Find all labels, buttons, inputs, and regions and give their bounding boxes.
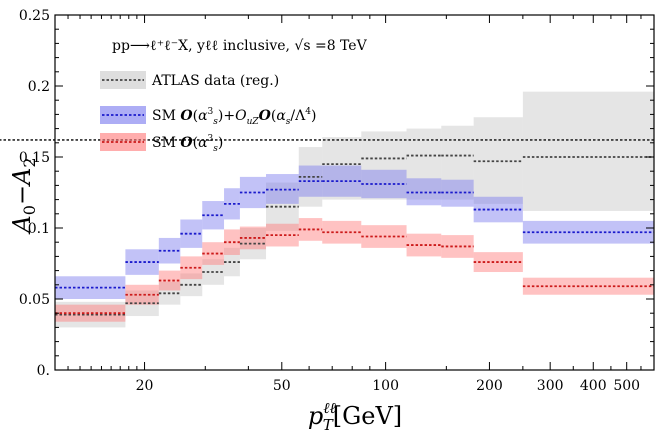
y-tick-label-1: 0.05 <box>19 292 50 308</box>
plot-frame <box>54 14 655 371</box>
legend-swatch-0 <box>100 71 146 89</box>
tick-labels-layer: 0. 0.05 0.1 0.15 0.2 0.25 20 50 100 200 300 400 500 <box>19 8 640 394</box>
band-sm-o-s-o-uz-o-s-0 <box>55 276 126 299</box>
band-sm-o-s-7 <box>266 223 299 247</box>
band-sm-o-s-14 <box>522 277 654 295</box>
legend-label-1: SM O(α3s)+OuZO(αs/Λ4) <box>152 107 316 127</box>
y-axis-title: A0−A2 <box>8 157 39 234</box>
band-atlas-data-reg-12 <box>441 125 474 200</box>
x-tick-label-0: 20 <box>136 378 154 394</box>
band-sm-o-s-1 <box>125 284 159 305</box>
y-tick-label-5: 0.25 <box>19 8 50 24</box>
band-atlas-data-reg-9 <box>322 137 362 200</box>
legend-swatch-1 <box>100 106 146 124</box>
band-sm-o-s-8 <box>298 218 323 241</box>
band-sm-o-s-11 <box>406 233 442 257</box>
band-sm-o-s-6 <box>239 226 267 250</box>
x-tick-label-2: 100 <box>372 378 399 394</box>
band-atlas-data-reg-10 <box>361 131 407 200</box>
bands-layer <box>55 91 654 328</box>
band-atlas-data-reg-14 <box>522 91 654 211</box>
x-axis-title: pℓℓ T[GeV] <box>308 399 402 434</box>
band-atlas-data-reg-5 <box>224 247 240 277</box>
ticks-layer <box>54 14 654 371</box>
x-tick-label-3: 200 <box>476 378 503 394</box>
y-tick-label-2: 0.1 <box>28 221 50 237</box>
band-sm-o-s-5 <box>224 229 240 255</box>
y-tick-label-3: 0.15 <box>19 150 50 166</box>
x-tick-label-1: 50 <box>273 378 291 394</box>
y-tick-label-0: 0. <box>37 363 50 379</box>
band-atlas-data-reg-6 <box>239 228 267 260</box>
y-tick-label-4: 0.2 <box>28 79 50 95</box>
legend: ATLAS data (reg.) SM O(α3s)+OuZO(αs/Λ4) SM… <box>100 71 316 154</box>
x-tick-label-5: 400 <box>580 378 607 394</box>
chart-annotation: pp⟶ℓ⁺ℓ⁻X, yℓℓ inclusive, √s =8 TeV <box>112 38 368 54</box>
x-tick-label-6: 500 <box>613 378 640 394</box>
band-sm-o-s-o-uz-o-s-6 <box>239 176 267 209</box>
band-sm-o-s-0 <box>55 304 126 322</box>
band-sm-o-s-o-uz-o-s-5 <box>224 188 240 220</box>
band-sm-o-s-12 <box>441 235 474 258</box>
band-sm-o-s-o-uz-o-s-8 <box>298 165 323 197</box>
legend-label-2: SM O(α3s) <box>152 134 223 154</box>
legend-swatch-2 <box>100 133 146 151</box>
band-atlas-data-reg-8 <box>298 147 323 207</box>
x-tick-label-4: 300 <box>537 378 564 394</box>
legend-label-0: ATLAS data (reg.) <box>151 73 279 89</box>
band-sm-o-s-o-uz-o-s-14 <box>522 220 654 244</box>
